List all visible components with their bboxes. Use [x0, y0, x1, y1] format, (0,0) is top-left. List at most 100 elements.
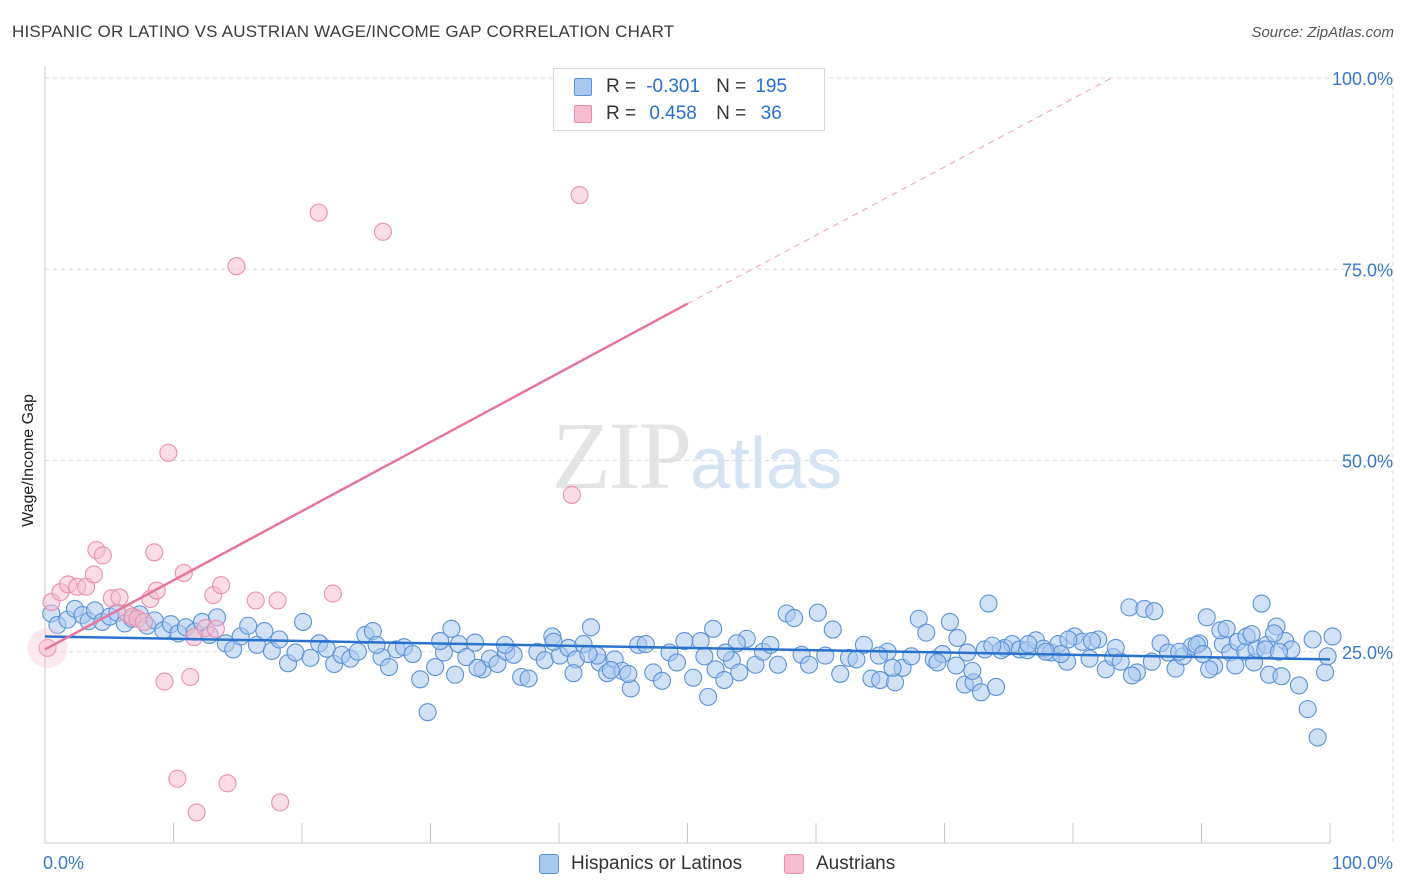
point-hispanics [1318, 647, 1337, 666]
point-hispanics [909, 609, 928, 628]
point-austrians [246, 591, 265, 610]
point-hispanics [1242, 625, 1261, 644]
point-hispanics [979, 594, 998, 613]
point-hispanics [831, 664, 850, 683]
legend-row-hispanics: R = -0.301 N = 195 [574, 74, 796, 100]
y-tick-label: 75.0% [1342, 260, 1393, 280]
trend-line-austrians-extension [687, 77, 1112, 305]
point-hispanics [1252, 594, 1271, 613]
legend-swatch-pink [784, 854, 804, 874]
point-austrians [562, 485, 581, 504]
axes [44, 66, 1331, 844]
point-hispanics [293, 612, 313, 631]
point-hispanics [418, 703, 437, 722]
point-hispanics [704, 619, 723, 638]
point-hispanics [986, 677, 1006, 696]
point-hispanics [1122, 666, 1141, 685]
point-hispanics [652, 671, 672, 690]
point-austrians [187, 803, 206, 822]
x-tick-label: 0.0% [43, 853, 84, 873]
point-hispanics [1080, 649, 1099, 668]
point-hispanics [1298, 700, 1317, 719]
point-austrians [309, 203, 328, 222]
point-hispanics [808, 603, 827, 622]
point-hispanics [411, 670, 430, 689]
point-austrians [268, 591, 287, 610]
point-austrians [155, 672, 174, 691]
point-hispanics [871, 671, 890, 690]
point-austrians [206, 619, 225, 638]
point-hispanics [917, 623, 936, 642]
point-hispanics [854, 635, 873, 654]
point-austrians [159, 443, 178, 462]
point-hispanics [519, 669, 538, 688]
point-hispanics [581, 618, 600, 637]
point-austrians [145, 543, 164, 562]
point-hispanics [1082, 631, 1102, 651]
point-austrians [134, 612, 153, 631]
point-hispanics [1323, 627, 1342, 646]
axis-labels: 25.0% 50.0% 75.0% 100.0% 0.0% 100.0% Wage/Inco… [20, 69, 1393, 873]
point-hispanics [442, 619, 461, 638]
point-hispanics [601, 661, 620, 680]
point-hispanics [940, 612, 959, 631]
legend-item-hispanics[interactable]: Hispanics or Latinos [539, 851, 742, 877]
trend-lines [44, 77, 1331, 661]
point-hispanics [239, 616, 258, 635]
point-hispanics [367, 635, 386, 654]
point-austrians [227, 257, 246, 276]
point-austrians [570, 185, 589, 205]
legend-swatch-blue [539, 854, 559, 874]
point-hispanics [1316, 663, 1335, 682]
point-hispanics [684, 668, 703, 687]
point-hispanics [1197, 608, 1216, 627]
source-label: Source: ZipAtlas.com [1251, 24, 1394, 41]
legend-item-austrians[interactable]: Austrians [784, 851, 895, 877]
legend-r-value: 0.458 [649, 103, 697, 124]
point-hispanics [1200, 660, 1219, 679]
point-hispanics [715, 671, 734, 690]
series-hispanics-points [42, 594, 1342, 747]
grid-lines [45, 77, 1394, 843]
point-austrians [181, 667, 200, 687]
legend-r-label: R = [606, 76, 637, 97]
point-hispanics [1269, 642, 1289, 661]
point-hispanics [379, 657, 399, 677]
point-hispanics [1059, 630, 1078, 649]
watermark-atlas: atlas [690, 424, 843, 504]
point-hispanics [716, 643, 735, 662]
point-hispanics [636, 635, 655, 654]
point-hispanics [1264, 624, 1284, 643]
point-austrians [323, 584, 342, 603]
point-hispanics [1272, 667, 1291, 686]
series-austrians-points [27, 185, 589, 822]
point-hispanics [488, 654, 507, 674]
point-hispanics [761, 635, 780, 654]
point-hispanics [983, 636, 1002, 655]
point-hispanics [947, 656, 966, 675]
point-hispanics [869, 646, 888, 665]
point-austrians [211, 576, 231, 595]
y-tick-label: 100.0% [1332, 69, 1393, 89]
point-hispanics [928, 653, 947, 672]
legend-n-value: 36 [760, 103, 782, 124]
point-hispanics [1193, 644, 1213, 664]
point-austrians [110, 588, 129, 607]
legend-n-label: N = [716, 103, 747, 124]
y-tick-label: 25.0% [1342, 643, 1393, 663]
point-hispanics [446, 665, 465, 684]
point-hispanics [301, 648, 320, 667]
point-hispanics [1308, 728, 1327, 747]
legend-label-hispanics: Hispanics or Latinos [571, 853, 743, 874]
point-austrians [373, 222, 393, 241]
point-hispanics [768, 655, 787, 674]
trend-line-austrians [44, 302, 689, 651]
point-hispanics [403, 644, 422, 664]
point-hispanics [948, 628, 967, 648]
point-hispanics [785, 609, 804, 628]
series-legend: Hispanics or Latinos Austrians [0, 851, 1406, 877]
point-hispanics [699, 687, 718, 706]
legend-swatch-blue [574, 78, 592, 96]
point-hispanics [564, 664, 583, 683]
